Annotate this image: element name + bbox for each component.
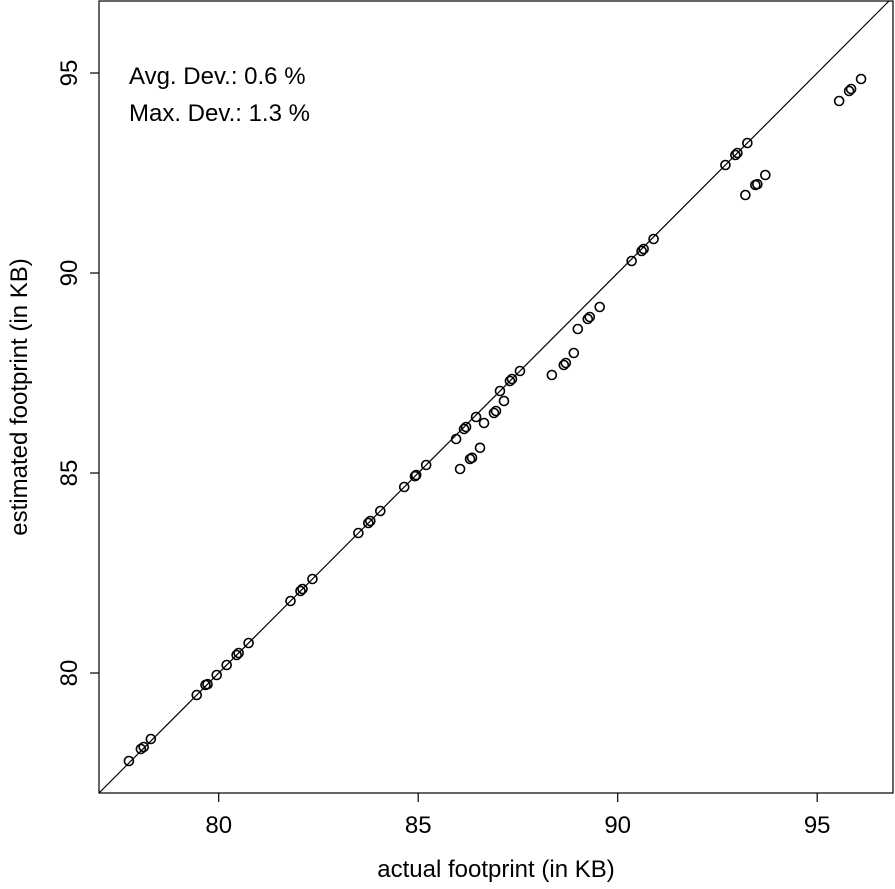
data-point — [626, 255, 637, 267]
data-point — [594, 301, 606, 313]
data-point — [730, 149, 741, 161]
y-tick-label: 80 — [56, 660, 83, 687]
x-axis-label: actual footprint (in KB) — [377, 856, 614, 883]
data-point — [488, 407, 500, 419]
avg-deviation-annotation: Avg. Dev.: 0.6 % — [129, 63, 306, 90]
data-point — [504, 375, 516, 387]
data-point — [307, 573, 318, 585]
y-tick-label: 85 — [56, 460, 83, 487]
plot-frame — [98, 0, 894, 794]
data-point — [474, 442, 486, 454]
data-point — [742, 137, 753, 149]
data-point — [648, 233, 659, 245]
data-point — [233, 647, 244, 659]
data-point — [138, 741, 149, 753]
data-point — [135, 743, 147, 755]
data-point — [560, 357, 572, 369]
max-deviation-annotation: Max. Dev.: 1.3 % — [129, 100, 310, 127]
x-tick-label: 95 — [804, 812, 831, 839]
data-point — [638, 243, 649, 255]
data-point — [464, 453, 476, 465]
data-point — [740, 189, 751, 201]
data-point — [221, 659, 232, 671]
data-point — [584, 311, 596, 323]
data-point — [833, 95, 845, 107]
data-point — [353, 527, 364, 539]
data-point — [374, 505, 386, 517]
data-point — [365, 515, 376, 527]
data-point — [760, 169, 771, 181]
y-tick-label: 90 — [56, 260, 83, 287]
x-tick-label: 90 — [604, 812, 631, 839]
data-point — [454, 463, 466, 475]
data-point — [732, 147, 743, 159]
data-point — [409, 470, 421, 482]
y-axis: 80 85 90 95 — [56, 60, 99, 687]
data-point — [398, 481, 410, 493]
data-point — [285, 595, 296, 607]
data-point — [211, 669, 223, 681]
data-point — [460, 421, 472, 433]
data-point — [843, 85, 855, 97]
data-point — [202, 678, 213, 690]
data-point — [636, 245, 647, 257]
x-tick-label: 80 — [205, 812, 232, 839]
data-point — [720, 159, 731, 171]
data-point — [243, 637, 254, 649]
data-point — [420, 459, 432, 471]
data-point — [297, 583, 308, 595]
y-tick-label: 95 — [56, 60, 83, 87]
data-point — [582, 313, 594, 325]
data-point — [470, 411, 482, 423]
data-point — [466, 452, 478, 464]
data-point — [363, 517, 374, 529]
data-point — [295, 585, 306, 597]
data-point — [494, 385, 506, 397]
data-point — [498, 395, 510, 407]
x-tick-label: 85 — [405, 812, 432, 839]
data-point — [845, 83, 857, 95]
data-point — [231, 649, 242, 661]
data-point — [145, 733, 157, 745]
data-point — [506, 373, 518, 385]
identity-reference-line — [98, 0, 890, 794]
data-point — [568, 347, 580, 359]
data-point — [123, 755, 135, 767]
data-point — [191, 689, 203, 701]
data-point — [478, 417, 490, 429]
data-point — [855, 73, 867, 85]
data-points — [123, 73, 867, 767]
data-point — [514, 365, 526, 377]
data-point — [752, 178, 763, 190]
y-axis-label: estimated footprint (in KB) — [6, 258, 33, 535]
data-point — [410, 469, 422, 481]
x-axis: 80 85 90 95 — [205, 793, 831, 839]
data-point — [458, 423, 470, 435]
data-point — [450, 433, 462, 445]
data-point — [572, 323, 584, 335]
data-point — [546, 369, 558, 381]
data-point — [490, 405, 502, 417]
data-point — [558, 359, 570, 371]
